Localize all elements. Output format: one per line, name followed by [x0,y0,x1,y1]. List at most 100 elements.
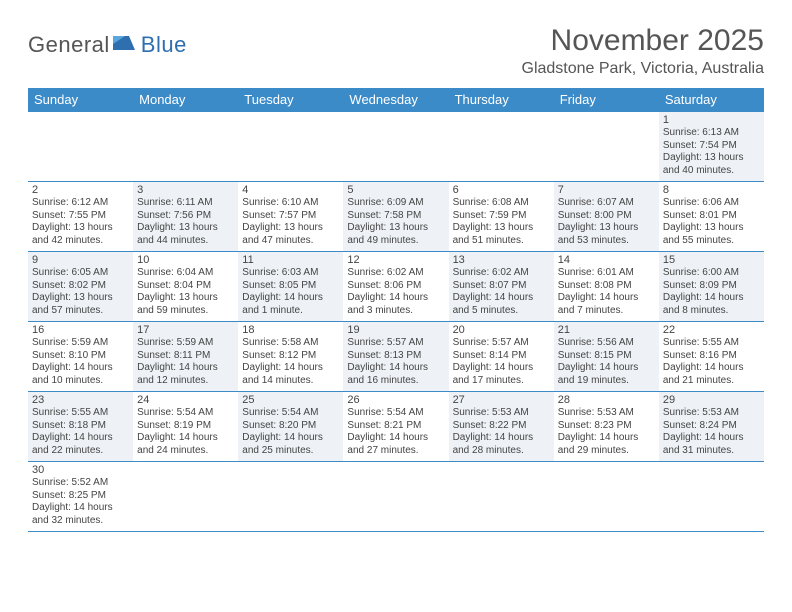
day-info-line: Sunrise: 5:54 AM [137,407,234,420]
day-info-line: Sunset: 8:13 PM [347,350,444,363]
day-number: 26 [347,394,444,406]
day-cell [343,462,448,531]
month-title: November 2025 [522,24,765,58]
day-cell: 2Sunrise: 6:12 AMSunset: 7:55 PMDaylight… [28,182,133,251]
day-number: 25 [242,394,339,406]
day-info-line: Sunset: 8:02 PM [32,280,129,293]
day-info-line: Daylight: 14 hours [242,362,339,375]
day-info-line: Sunset: 8:14 PM [453,350,550,363]
day-info-line: and 12 minutes. [137,375,234,388]
logo: General Blue [28,32,187,58]
day-cell [554,112,659,181]
day-number: 11 [242,254,339,266]
day-info-line: Daylight: 13 hours [347,222,444,235]
day-info-line: Daylight: 14 hours [453,432,550,445]
day-info-line: Daylight: 14 hours [347,362,444,375]
day-info-line: Sunset: 8:12 PM [242,350,339,363]
day-info-line: Sunset: 8:22 PM [453,420,550,433]
day-info-line: Sunrise: 6:07 AM [558,197,655,210]
day-info-line: and 29 minutes. [558,445,655,458]
week-row: 23Sunrise: 5:55 AMSunset: 8:18 PMDayligh… [28,392,764,462]
day-info-line: Sunset: 8:24 PM [663,420,760,433]
day-info-line: Sunrise: 5:53 AM [453,407,550,420]
day-info-line: and 21 minutes. [663,375,760,388]
day-cell: 29Sunrise: 5:53 AMSunset: 8:24 PMDayligh… [659,392,764,461]
day-info-line: Sunset: 7:54 PM [663,140,760,153]
day-cell: 1Sunrise: 6:13 AMSunset: 7:54 PMDaylight… [659,112,764,181]
day-info-line: Sunrise: 5:55 AM [663,337,760,350]
day-cell [238,462,343,531]
day-info-line: and 1 minute. [242,305,339,318]
day-info-line: Sunrise: 5:57 AM [347,337,444,350]
day-info-line: Daylight: 14 hours [558,432,655,445]
day-number: 9 [32,254,129,266]
day-number: 22 [663,324,760,336]
day-cell [28,112,133,181]
day-info-line: Daylight: 14 hours [137,432,234,445]
day-cell: 30Sunrise: 5:52 AMSunset: 8:25 PMDayligh… [28,462,133,531]
week-row: 2Sunrise: 6:12 AMSunset: 7:55 PMDaylight… [28,182,764,252]
day-info-line: and 53 minutes. [558,235,655,248]
day-info-line: Sunset: 8:04 PM [137,280,234,293]
day-info-line: Sunrise: 6:11 AM [137,197,234,210]
day-info-line: Sunset: 8:15 PM [558,350,655,363]
day-info-line: Sunrise: 5:58 AM [242,337,339,350]
day-info-line: Sunrise: 5:52 AM [32,477,129,490]
day-number: 28 [558,394,655,406]
day-cell [449,112,554,181]
day-cell: 24Sunrise: 5:54 AMSunset: 8:19 PMDayligh… [133,392,238,461]
day-number: 2 [32,184,129,196]
day-cell [449,462,554,531]
day-cell [659,462,764,531]
week-row: 16Sunrise: 5:59 AMSunset: 8:10 PMDayligh… [28,322,764,392]
day-number: 5 [347,184,444,196]
day-info-line: Sunrise: 5:54 AM [347,407,444,420]
day-info-line: Sunrise: 5:53 AM [663,407,760,420]
day-info-line: Sunset: 8:06 PM [347,280,444,293]
day-number: 1 [663,114,760,126]
day-info-line: Sunset: 8:08 PM [558,280,655,293]
day-info-line: and 31 minutes. [663,445,760,458]
day-number: 24 [137,394,234,406]
day-info-line: and 19 minutes. [558,375,655,388]
day-cell [133,112,238,181]
day-number: 10 [137,254,234,266]
day-cell: 27Sunrise: 5:53 AMSunset: 8:22 PMDayligh… [449,392,554,461]
day-info-line: and 5 minutes. [453,305,550,318]
day-info-line: Sunset: 8:25 PM [32,490,129,503]
week-row: 30Sunrise: 5:52 AMSunset: 8:25 PMDayligh… [28,462,764,532]
day-info-line: and 10 minutes. [32,375,129,388]
weekday-cell: Monday [133,88,238,112]
day-info-line: Daylight: 14 hours [137,362,234,375]
day-info-line: Sunrise: 6:13 AM [663,127,760,140]
day-info-line: and 49 minutes. [347,235,444,248]
calendar: SundayMondayTuesdayWednesdayThursdayFrid… [28,88,764,532]
day-info-line: Sunrise: 6:02 AM [347,267,444,280]
day-number: 30 [32,464,129,476]
day-cell [343,112,448,181]
day-info-line: and 59 minutes. [137,305,234,318]
day-info-line: Sunset: 7:58 PM [347,210,444,223]
day-info-line: Sunrise: 6:04 AM [137,267,234,280]
day-info-line: Daylight: 14 hours [347,432,444,445]
day-info-line: Daylight: 14 hours [347,292,444,305]
title-block: November 2025 Gladstone Park, Victoria, … [522,24,765,78]
day-number: 4 [242,184,339,196]
day-info-line: Sunset: 7:56 PM [137,210,234,223]
day-info-line: Daylight: 13 hours [663,222,760,235]
day-info-line: and 24 minutes. [137,445,234,458]
day-info-line: Daylight: 14 hours [242,432,339,445]
day-info-line: and 44 minutes. [137,235,234,248]
week-row: 9Sunrise: 6:05 AMSunset: 8:02 PMDaylight… [28,252,764,322]
day-info-line: Sunrise: 5:54 AM [242,407,339,420]
day-info-line: Sunrise: 6:10 AM [242,197,339,210]
day-cell: 3Sunrise: 6:11 AMSunset: 7:56 PMDaylight… [133,182,238,251]
day-info-line: and 28 minutes. [453,445,550,458]
day-number: 12 [347,254,444,266]
day-cell: 6Sunrise: 6:08 AMSunset: 7:59 PMDaylight… [449,182,554,251]
day-info-line: Daylight: 13 hours [453,222,550,235]
day-cell: 8Sunrise: 6:06 AMSunset: 8:01 PMDaylight… [659,182,764,251]
day-cell: 10Sunrise: 6:04 AMSunset: 8:04 PMDayligh… [133,252,238,321]
day-info-line: Sunset: 8:11 PM [137,350,234,363]
day-info-line: and 27 minutes. [347,445,444,458]
